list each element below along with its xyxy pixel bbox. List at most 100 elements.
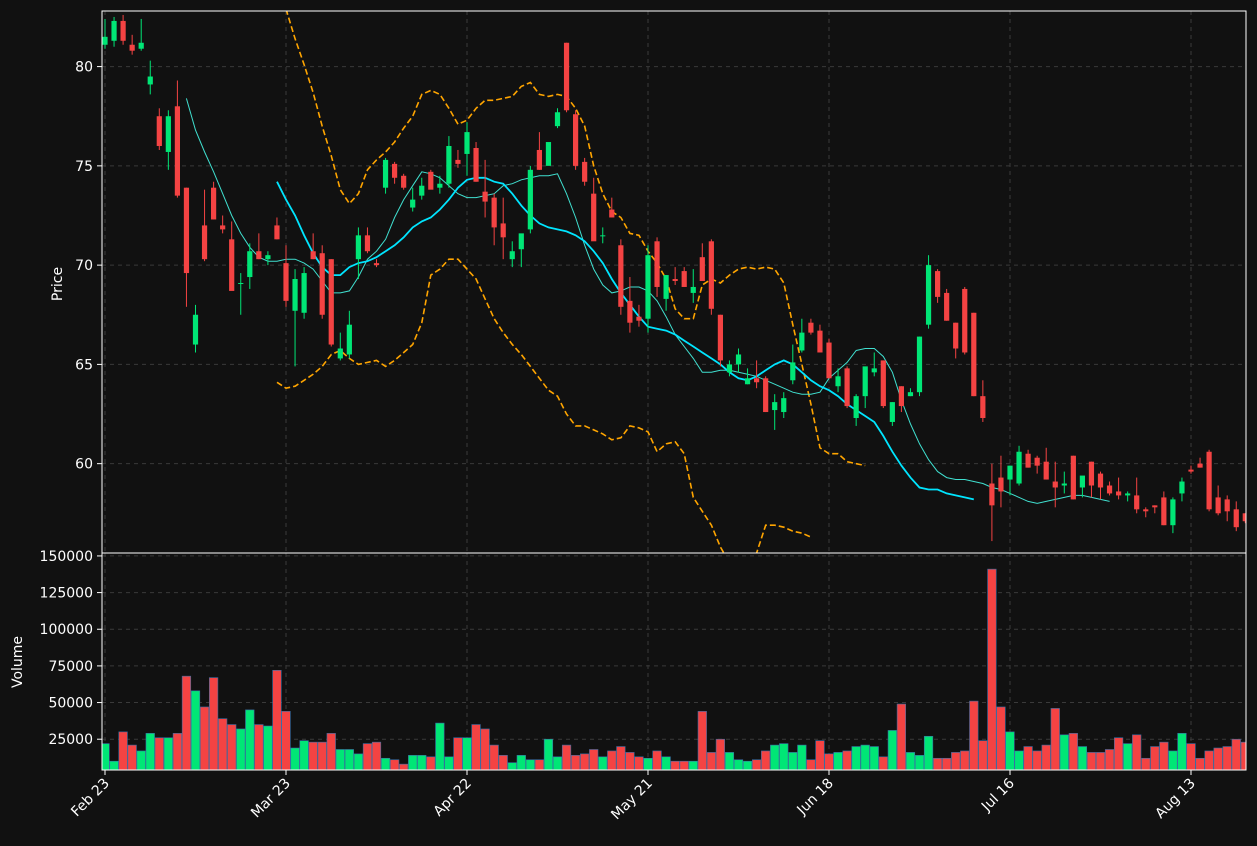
volume-y-tick-label: 125000 [40, 586, 93, 602]
candle-body-down [708, 241, 714, 309]
candle-body-up [1016, 451, 1022, 484]
candle-body-down [274, 225, 280, 240]
candle-body-down [763, 378, 769, 413]
volume-bar-up [688, 760, 698, 770]
volume-bar-down [371, 741, 382, 770]
candle-body-up [907, 392, 914, 397]
candle-body-down [1043, 461, 1049, 480]
volume-bar-down [199, 706, 210, 770]
volume-bar-up [1077, 746, 1087, 770]
candle-body-down [256, 251, 262, 260]
volume-bar-up [923, 735, 934, 770]
volume-bar-down [308, 741, 318, 770]
volume-bar-down [1186, 743, 1196, 770]
candle-body-up [446, 146, 452, 184]
candle-body-down [129, 44, 135, 51]
candle-body-down [1097, 473, 1104, 488]
candle-body-down [618, 245, 624, 307]
price-y-tick-label: 75 [75, 159, 93, 175]
candle-body-up [192, 314, 199, 345]
volume-bar-down [697, 711, 707, 770]
volume-bar-up [335, 749, 345, 770]
price-y-tick-label: 80 [75, 60, 93, 76]
volume-bar-down [498, 755, 508, 770]
candle-body-up [925, 265, 932, 325]
candle-body-up [464, 132, 470, 154]
candle-body-down [1197, 463, 1203, 468]
candle-body-up [772, 402, 778, 411]
candle-body-down [401, 175, 407, 188]
volume-bar-down [932, 757, 943, 770]
volume-bar-down [1095, 752, 1106, 770]
volume-bar-down [607, 750, 617, 770]
volume-bar-down [1068, 733, 1078, 770]
candle-body-down [211, 187, 217, 220]
volume-bar-down [824, 753, 834, 770]
volume-bar-down [1141, 757, 1151, 770]
candle-body-down [1134, 495, 1140, 510]
volume-bar-up [914, 755, 925, 770]
volume-bar-up [1168, 750, 1178, 770]
price-grid [102, 11, 1246, 553]
candle-body-down [283, 263, 289, 301]
candle-body-down [998, 477, 1004, 492]
volume-bar-down [154, 737, 164, 770]
volume-bar-down [960, 750, 970, 770]
candle-body-up [509, 251, 515, 260]
volume-bar-down [580, 753, 590, 770]
volume-bar-down [480, 728, 490, 770]
candle-body-down [229, 239, 235, 291]
volume-bar-up [263, 725, 273, 770]
candle-body-down [654, 241, 660, 287]
candle-body-down [328, 259, 334, 345]
volume-bar-down [670, 760, 680, 770]
volume-bar-up [733, 759, 744, 770]
candle-body-up [238, 282, 244, 284]
volume-y-tick-label: 50000 [48, 696, 93, 712]
candle-body-up [292, 279, 298, 311]
volume-bar-down [652, 750, 662, 770]
volume-bar-up [833, 752, 843, 770]
candle-body-up [1079, 475, 1085, 488]
candle-body-down [672, 279, 678, 282]
price-y-ticks: 60 65 70 75 80 [75, 60, 102, 473]
candle-body-up [545, 142, 552, 166]
volume-bar-down [951, 752, 961, 770]
candle-body-up [102, 36, 108, 45]
volume-bar-down [172, 733, 183, 770]
candle-body-up [1170, 499, 1176, 526]
volume-bar-down [281, 711, 291, 770]
volume-bar-down [1231, 738, 1241, 770]
volume-bar-up [543, 738, 554, 770]
candle-body-up [871, 368, 877, 373]
candle-body-up [790, 362, 796, 381]
candle-body-down [1233, 509, 1239, 528]
volume-bar-down [399, 763, 409, 770]
candle-body-down [1152, 505, 1158, 508]
volume-bar-up [724, 752, 735, 770]
volume-bar-up [1177, 733, 1187, 770]
candle-body-down [717, 314, 723, 361]
candle-body-down [844, 368, 850, 407]
volume-bar-up [851, 746, 861, 770]
volume-bar-down [489, 744, 499, 770]
volume-bar-up [860, 744, 870, 770]
volume-bar-down [218, 718, 228, 770]
candle-body-up [781, 398, 787, 413]
volume-bar-down [616, 746, 626, 770]
volume-bar-down [471, 724, 481, 770]
candle-body-down [573, 114, 579, 166]
volume-bar-down [679, 760, 689, 770]
volume-bar-up [163, 737, 173, 770]
volume-bar-down [272, 669, 282, 770]
volume-bar-down [362, 743, 373, 770]
volume-bar-up [145, 733, 155, 770]
volume-bar-down [227, 724, 237, 770]
candle-body-down [364, 235, 371, 252]
candle-body-down [482, 191, 488, 202]
volume-bar-down [1023, 746, 1033, 770]
candle-body-down [1188, 469, 1194, 472]
volume-bar-down [625, 752, 635, 770]
candle-body-down [1224, 499, 1230, 512]
volume-bar-up [779, 743, 789, 770]
